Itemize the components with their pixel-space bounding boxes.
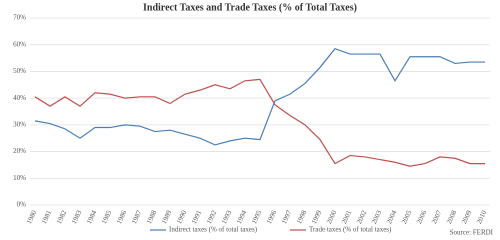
x-tick-label: 1999 bbox=[310, 209, 323, 226]
x-tick-label: 2001 bbox=[340, 209, 353, 226]
x-tick-label: 2006 bbox=[415, 209, 428, 226]
x-tick-label: 1982 bbox=[55, 209, 68, 226]
legend-label: Indirect taxes (% of total taxes) bbox=[169, 226, 258, 234]
x-tick-label: 2009 bbox=[460, 209, 473, 226]
x-tick-label: 1991 bbox=[190, 209, 203, 226]
x-tick-label: 1988 bbox=[145, 209, 158, 226]
x-tick-label: 1992 bbox=[205, 209, 218, 226]
y-tick-label: 20% bbox=[13, 147, 26, 155]
chart-title: Indirect Taxes and Trade Taxes (% of Tot… bbox=[143, 2, 357, 13]
x-tick-label: 1994 bbox=[235, 209, 248, 226]
y-tick-label: 50% bbox=[13, 67, 26, 75]
y-tick-label: 40% bbox=[13, 94, 26, 102]
x-tick-label: 1989 bbox=[160, 209, 173, 226]
x-tick-label: 1986 bbox=[115, 209, 128, 226]
series-line bbox=[34, 78, 485, 167]
x-tick-label: 1996 bbox=[265, 209, 278, 226]
x-tick-label: 2002 bbox=[355, 209, 368, 226]
y-tick-label: 60% bbox=[13, 40, 26, 48]
x-tick-label: 2010 bbox=[475, 209, 488, 226]
y-tick-label: 10% bbox=[13, 174, 26, 182]
x-tick-label: 2008 bbox=[445, 209, 458, 226]
x-tick-label: 1987 bbox=[130, 209, 143, 226]
y-tick-label: 70% bbox=[13, 14, 26, 22]
x-tick-label: 2004 bbox=[385, 209, 398, 226]
legend-label: Trade taxes (% of total taxes) bbox=[309, 226, 392, 234]
x-tick-label: 1980 bbox=[25, 209, 38, 226]
source-note: Source: FERDI bbox=[450, 229, 494, 237]
x-tick-label: 1995 bbox=[250, 209, 263, 226]
x-tick-label: 2005 bbox=[400, 209, 413, 226]
x-tick-label: 1984 bbox=[85, 209, 98, 226]
x-tick-label: 1990 bbox=[175, 209, 188, 226]
y-tick-label: 30% bbox=[13, 120, 26, 128]
x-tick-label: 1983 bbox=[70, 209, 83, 226]
y-tick-label: 0% bbox=[17, 201, 27, 209]
x-tick-label: 2003 bbox=[370, 209, 383, 226]
x-tick-label: 1993 bbox=[220, 209, 233, 226]
x-tick-label: 1998 bbox=[295, 209, 308, 226]
x-tick-label: 1997 bbox=[280, 209, 293, 226]
x-tick-label: 2007 bbox=[430, 209, 443, 226]
series-line bbox=[34, 48, 485, 146]
x-tick-label: 1981 bbox=[40, 209, 53, 226]
x-tick-label: 1985 bbox=[100, 209, 113, 226]
x-tick-label: 2000 bbox=[325, 209, 338, 226]
